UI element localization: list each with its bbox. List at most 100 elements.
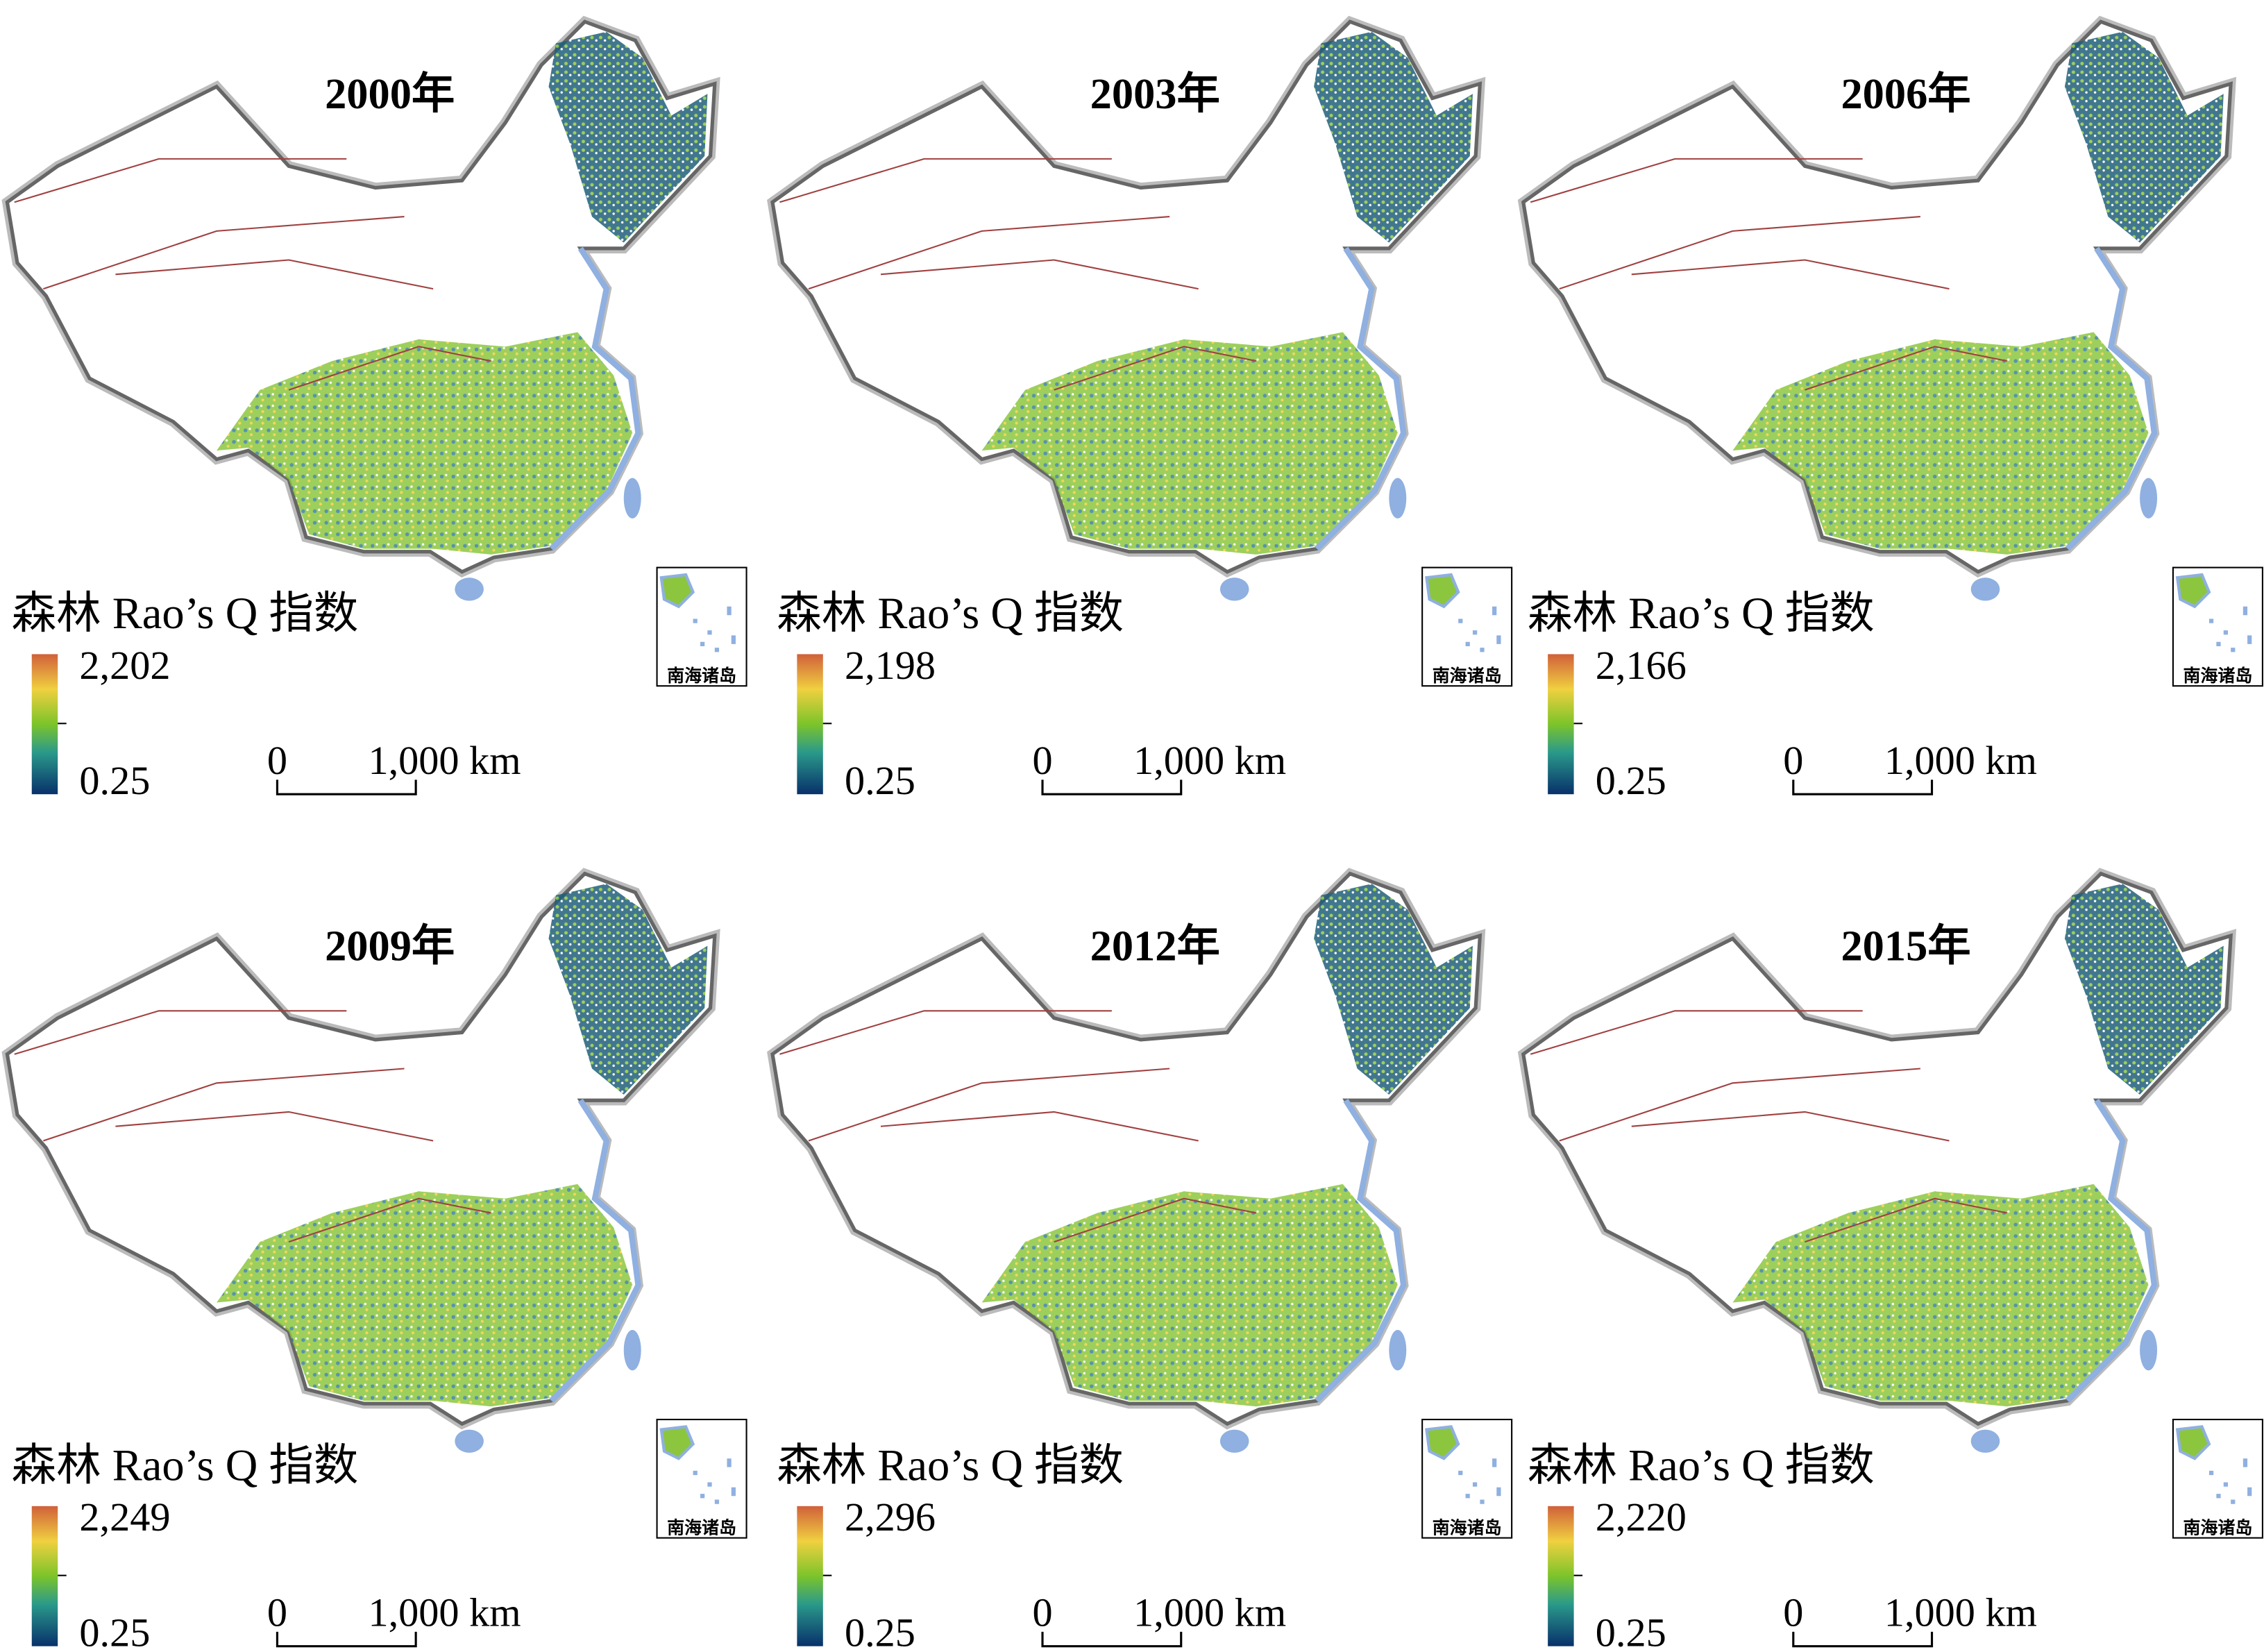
legend-title: 森林 Rao’s Q 指数 <box>777 1440 1124 1490</box>
color-bar <box>1548 654 1574 795</box>
panel-title: 2000年 <box>325 70 455 118</box>
forest-south <box>1732 332 2149 555</box>
scale-bar <box>1792 1631 1934 1648</box>
inset-label: 南海诸岛 <box>2183 666 2253 686</box>
legend-max: 2,249 <box>79 1494 170 1540</box>
legend-max: 2,220 <box>1596 1494 1687 1540</box>
fault-lines <box>14 158 491 391</box>
scale-end: 1,000 km <box>1133 738 1286 783</box>
inset-islands <box>693 1458 736 1504</box>
color-bar <box>31 1506 58 1646</box>
scale-end: 1,000 km <box>1884 738 2037 783</box>
island-hainan <box>1970 1429 2000 1453</box>
inset-islands <box>693 606 736 652</box>
legend-min: 0.25 <box>1596 758 1666 803</box>
coastline <box>2066 1099 2158 1403</box>
inset-coast <box>1425 1425 1460 1460</box>
inset-coast <box>659 1425 695 1460</box>
island-hainan <box>1219 1429 1249 1453</box>
forest-northeast <box>2064 884 2224 1095</box>
forest-south <box>217 1183 633 1407</box>
scale-start: 0 <box>267 1590 287 1635</box>
legend-title: 森林 Rao’s Q 指数 <box>12 1440 359 1490</box>
panel-title: 2009年 <box>325 922 455 970</box>
island-taiwan <box>1389 478 1407 519</box>
forest-northeast <box>2064 31 2224 243</box>
inset-frame <box>656 566 747 687</box>
inset-islands <box>2208 606 2252 652</box>
scale-bar <box>1792 779 1934 795</box>
inset-label: 南海诸岛 <box>1433 1517 1502 1537</box>
panel-title: 2006年 <box>1841 70 1970 118</box>
scale-end: 1,000 km <box>368 1590 521 1635</box>
legend-min: 0.25 <box>1596 1610 1666 1652</box>
coastline <box>549 1099 641 1403</box>
island-hainan <box>455 1429 484 1453</box>
legend-max: 2,198 <box>845 643 936 688</box>
legend-min: 0.25 <box>845 1610 915 1652</box>
inset-label: 南海诸岛 <box>667 1517 736 1537</box>
scale-bar <box>1041 1631 1183 1648</box>
scale-start: 0 <box>1783 738 1803 783</box>
scale-end: 1,000 km <box>1884 1590 2037 1635</box>
island-taiwan <box>623 478 641 519</box>
scale-end: 1,000 km <box>368 738 521 783</box>
fault-lines <box>1530 158 2007 391</box>
forest-northeast <box>548 884 708 1095</box>
island-hainan <box>1970 578 2000 601</box>
forest-northeast <box>1314 884 1473 1095</box>
coastline <box>549 246 641 551</box>
island-taiwan <box>1389 1330 1407 1371</box>
coastline <box>2066 246 2158 551</box>
forest-northeast <box>548 31 708 243</box>
legend-title: 森林 Rao’s Q 指数 <box>1528 589 1875 638</box>
forest-south <box>981 1183 1398 1407</box>
legend-min: 0.25 <box>79 1610 150 1652</box>
legend-min: 0.25 <box>845 758 915 803</box>
scale-start: 0 <box>1032 738 1052 783</box>
inset-islands <box>2208 1458 2252 1504</box>
scale-start: 0 <box>1783 1590 1803 1635</box>
coastline <box>1315 1099 1407 1403</box>
panel-title: 2003年 <box>1090 70 1220 118</box>
forest-south <box>981 332 1398 555</box>
inset-label: 南海诸岛 <box>667 666 736 686</box>
fault-lines <box>14 1010 491 1243</box>
inset-islands <box>1458 606 1501 652</box>
legend-title: 森林 Rao’s Q 指数 <box>12 589 359 638</box>
forest-south <box>1732 1183 2149 1407</box>
legend-min: 0.25 <box>79 758 150 803</box>
fault-lines <box>1530 1010 2007 1243</box>
scale-bar <box>276 779 417 795</box>
coastline <box>1315 246 1407 551</box>
legend-title: 森林 Rao’s Q 指数 <box>1528 1440 1875 1490</box>
legend-title: 森林 Rao’s Q 指数 <box>777 589 1124 638</box>
inset-coast <box>2175 573 2211 609</box>
island-taiwan <box>2140 1330 2158 1371</box>
scale-end: 1,000 km <box>1133 1590 1286 1635</box>
inset-coast <box>659 573 695 609</box>
scale-bar <box>1041 779 1183 795</box>
legend-max: 2,166 <box>1596 643 1687 688</box>
panel-title: 2012年 <box>1090 922 1220 970</box>
color-bar <box>797 654 823 795</box>
inset-coast <box>2175 1425 2211 1460</box>
island-taiwan <box>623 1330 641 1371</box>
color-bar <box>1548 1506 1574 1646</box>
inset-label: 南海诸岛 <box>1433 666 1502 686</box>
forest-northeast <box>1314 31 1473 243</box>
island-hainan <box>1219 578 1249 601</box>
color-bar <box>797 1506 823 1646</box>
legend-max: 2,202 <box>79 643 170 688</box>
fault-lines <box>779 1010 1257 1243</box>
forest-south <box>217 332 633 555</box>
inset-coast <box>1425 573 1460 609</box>
scale-start: 0 <box>1032 1590 1052 1635</box>
island-hainan <box>455 578 484 601</box>
